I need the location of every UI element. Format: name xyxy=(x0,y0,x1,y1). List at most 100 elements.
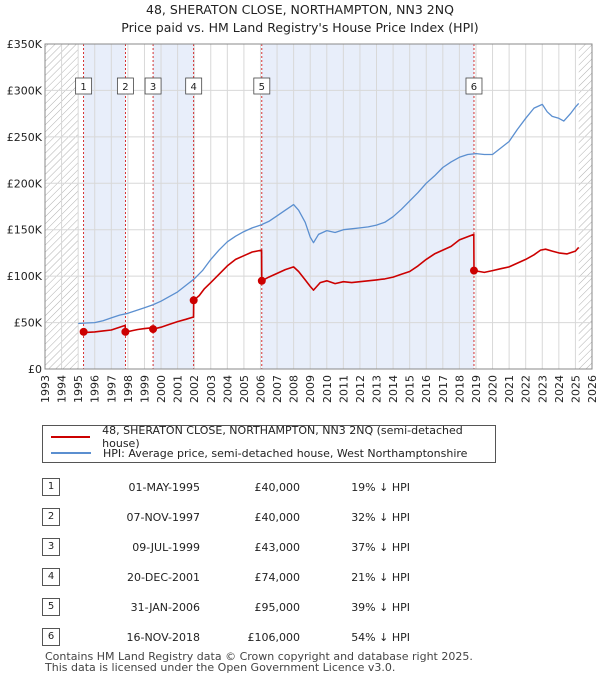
row-price: £106,000 xyxy=(247,630,301,644)
table-row: 1 01-MAY-1995 £40,000 19% ↓ HPI xyxy=(42,472,410,502)
row-hpi-diff: 54% ↓ HPI xyxy=(351,630,410,644)
sale-number-label: 4 xyxy=(190,82,196,93)
legend-line-red xyxy=(51,436,91,438)
x-tick-label: 2006 xyxy=(254,375,267,403)
x-tick-label: 1993 xyxy=(39,375,52,403)
footer-copyright: Contains HM Land Registry data © Crown c… xyxy=(45,650,473,663)
sale-number-badge xyxy=(185,77,203,95)
x-tick-label: 2016 xyxy=(420,375,433,403)
y-tick-label: £100K xyxy=(7,270,43,283)
sale-point xyxy=(469,266,478,275)
y-tick-label: £0 xyxy=(28,363,42,376)
x-tick-label: 2007 xyxy=(271,375,284,403)
legend-line-blue xyxy=(51,452,91,454)
x-tick-label: 2021 xyxy=(503,375,516,403)
sale-number-badge xyxy=(144,77,162,95)
x-tick-label: 2004 xyxy=(221,375,234,403)
sale-number-badge xyxy=(465,77,483,95)
x-tick-label: 2003 xyxy=(205,375,218,403)
x-tick-label: 2019 xyxy=(470,375,483,403)
x-tick-label: 1997 xyxy=(105,375,118,403)
table-row: 3 09-JUL-1999 £43,000 37% ↓ HPI xyxy=(42,532,410,562)
x-tick-label: 2005 xyxy=(238,375,251,403)
y-tick-label: £350K xyxy=(7,38,43,51)
x-tick-label: 2026 xyxy=(586,375,599,403)
row-number-badge: 6 xyxy=(42,628,60,646)
row-date: 20-DEC-2001 xyxy=(126,570,200,584)
transactions-table: 1 01-MAY-1995 £40,000 19% ↓ HPI 2 07-NOV… xyxy=(42,472,410,652)
legend-label-hpi: HPI: Average price, semi-detached house,… xyxy=(103,446,468,460)
x-tick-label: 2008 xyxy=(288,375,301,403)
row-hpi-diff: 21% ↓ HPI xyxy=(351,570,410,584)
price-chart: 1 2 3 4 5 6 £0 £50K £100K £150K £200K £250K £300K £3… xyxy=(7,38,599,403)
row-price: £40,000 xyxy=(254,480,301,494)
row-date: 01-MAY-1995 xyxy=(128,480,200,494)
row-price: £95,000 xyxy=(254,600,301,614)
hatch-no-data-right xyxy=(578,44,592,369)
x-tick-label: 1999 xyxy=(138,375,151,403)
row-price: £40,000 xyxy=(254,510,301,524)
row-hpi-diff: 39% ↓ HPI xyxy=(351,600,410,614)
sale-number-badge xyxy=(116,77,134,95)
row-hpi-diff: 19% ↓ HPI xyxy=(351,480,410,494)
y-tick-label: £50K xyxy=(14,317,43,330)
sale-number-badge xyxy=(253,77,271,95)
chart-title: 48, SHERATON CLOSE, NORTHAMPTON, NN3 2NQ xyxy=(146,2,454,17)
row-date: 31-JAN-2006 xyxy=(130,600,200,614)
sale-number-label: 5 xyxy=(259,82,265,93)
x-tick-label: 2011 xyxy=(337,375,350,403)
table-row: 6 16-NOV-2018 £106,000 54% ↓ HPI xyxy=(42,622,410,652)
x-tick-label: 2012 xyxy=(354,375,367,403)
row-number-badge: 5 xyxy=(42,598,60,616)
footer-notice: Contains HM Land Registry data © Crown c… xyxy=(45,651,473,673)
sale-point xyxy=(121,327,130,336)
x-tick-label: 1994 xyxy=(56,375,69,403)
sale-number-badge xyxy=(75,77,93,95)
y-tick-label: £150K xyxy=(7,224,43,237)
row-date: 07-NOV-1997 xyxy=(126,510,200,524)
table-row: 2 07-NOV-1997 £40,000 32% ↓ HPI xyxy=(42,502,410,532)
x-tick-label: 2002 xyxy=(188,375,201,403)
legend-label-property: 48, SHERATON CLOSE, NORTHAMPTON, NN3 2NQ… xyxy=(102,424,463,450)
x-tick-label: 2010 xyxy=(321,375,334,403)
sale-point xyxy=(189,296,198,305)
x-tick-label: 2013 xyxy=(371,375,384,403)
table-row: 5 31-JAN-2006 £95,000 39% ↓ HPI xyxy=(42,592,410,622)
row-hpi-diff: 32% ↓ HPI xyxy=(351,510,410,524)
row-number-badge: 1 xyxy=(42,478,60,496)
footer-licence: This data is licensed under the Open Gov… xyxy=(45,661,396,674)
row-number-badge: 3 xyxy=(42,538,60,556)
sale-number-label: 6 xyxy=(471,82,477,93)
sale-number-label: 1 xyxy=(80,82,86,93)
legend: 48, SHERATON CLOSE, NORTHAMPTON, NN3 2NQ… xyxy=(42,424,496,463)
x-tick-label: 2014 xyxy=(387,375,400,403)
row-price: £74,000 xyxy=(254,570,301,584)
x-tick-label: 2000 xyxy=(155,375,168,403)
x-tick-label: 2024 xyxy=(553,375,566,403)
y-tick-label: £200K xyxy=(7,177,43,190)
row-date: 09-JUL-1999 xyxy=(132,540,200,554)
sale-point xyxy=(149,325,158,334)
x-tick-label: 2017 xyxy=(437,375,450,403)
row-number-badge: 4 xyxy=(42,568,60,586)
x-tick-label: 2009 xyxy=(304,375,317,403)
row-hpi-diff: 37% ↓ HPI xyxy=(351,540,410,554)
row-date: 16-NOV-2018 xyxy=(126,630,200,644)
series-line-hpi xyxy=(78,102,580,325)
x-tick-label: 2001 xyxy=(172,375,185,403)
x-tick-label: 1995 xyxy=(72,375,85,403)
x-tick-label: 2022 xyxy=(520,375,533,403)
sale-point xyxy=(257,276,266,285)
table-row: 4 20-DEC-2001 £74,000 21% ↓ HPI xyxy=(42,562,410,592)
x-tick-label: 2015 xyxy=(404,375,417,403)
row-price: £43,000 xyxy=(254,540,301,554)
chart-subtitle: Price paid vs. HM Land Registry's House … xyxy=(121,20,479,35)
y-tick-label: £250K xyxy=(7,131,43,144)
x-tick-label: 1998 xyxy=(122,375,135,403)
x-tick-label: 2020 xyxy=(487,375,500,403)
x-tick-label: 2018 xyxy=(453,375,466,403)
x-tick-label: 1996 xyxy=(89,375,102,403)
legend-item-property: 48, SHERATON CLOSE, NORTHAMPTON, NN3 2NQ… xyxy=(51,424,495,450)
sale-point xyxy=(79,327,88,336)
shaded-span xyxy=(261,44,474,369)
